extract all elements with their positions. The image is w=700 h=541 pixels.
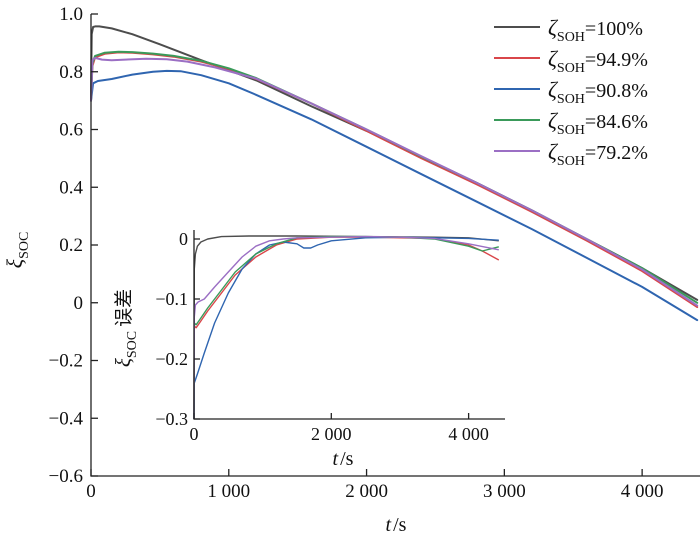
main-x-ticks: 0 1 000 2 000 3 000 4 000 [86, 469, 664, 502]
main-x-tick-label: 2 000 [345, 481, 388, 502]
main-series-group [90, 25, 699, 322]
inset-x-tick-label: 4 000 [448, 424, 489, 444]
legend: ζSOH=100%ζSOH=94.9%ζSOH=90.8%ζSOH=84.6%ζ… [494, 15, 648, 169]
main-series-line-5 [90, 56, 699, 307]
main-y-tick-label: 0.8 [59, 62, 83, 83]
inset-series-line-4 [193, 235, 499, 420]
inset-y-tick-label: −0.3 [155, 409, 188, 429]
inset-x-axis-label: t/s [333, 448, 354, 470]
legend-label-3: ζSOH=90.8% [548, 77, 648, 107]
main-x-tick-label: 0 [86, 481, 96, 502]
main-y-tick-label: 0.2 [59, 235, 83, 256]
inset-series-group [193, 235, 500, 420]
inset-y-tick-label: −0.2 [155, 349, 188, 369]
main-y-tick-label: −0.4 [49, 408, 84, 429]
main-y-tick-label: 0.4 [59, 177, 83, 198]
main-y-tick-label: −0.2 [49, 351, 83, 372]
main-series-line-3 [90, 69, 699, 322]
inset-x-tick-label: 2 000 [311, 424, 352, 444]
main-x-tick-label: 4 000 [621, 481, 664, 502]
main-x-axis-label: t/s [386, 514, 407, 536]
inset-y-axis-label: ξSOC误差 [111, 289, 140, 367]
inset-y-ticks: 0 −0.1 −0.2 −0.3 [155, 229, 200, 429]
main-x-tick-label: 3 000 [483, 481, 526, 502]
main-y-tick-label: −0.6 [49, 466, 83, 487]
legend-label-4: ζSOH=84.6% [548, 108, 648, 138]
main-y-ticks: 1.0 0.8 0.6 0.4 0.2 0 −0.2 −0.4 −0.6 [49, 4, 98, 487]
legend-label-5: ζSOH=79.2% [548, 139, 648, 169]
inset-y-tick-label: −0.1 [155, 289, 188, 309]
inset-y-tick-label: 0 [179, 229, 188, 249]
legend-label-2: ζSOH=94.9% [548, 46, 648, 76]
main-y-tick-label: 0 [74, 293, 84, 314]
main-y-tick-label: 0.6 [59, 120, 83, 141]
legend-label-1: ζSOH=100% [548, 15, 643, 45]
main-y-tick-label: 1.0 [59, 4, 83, 25]
main-x-tick-label: 1 000 [207, 481, 250, 502]
inset-x-tick-label: 0 [190, 424, 199, 444]
inset-plot: 0 2 000 4 000 0 −0.1 −0.2 −0.3 t/s ξSOC误差 [111, 229, 505, 470]
inset-series-line-5 [193, 235, 499, 420]
inset-x-ticks: 0 2 000 4 000 [190, 413, 489, 444]
main-y-axis-label: ξSOC [2, 232, 32, 269]
